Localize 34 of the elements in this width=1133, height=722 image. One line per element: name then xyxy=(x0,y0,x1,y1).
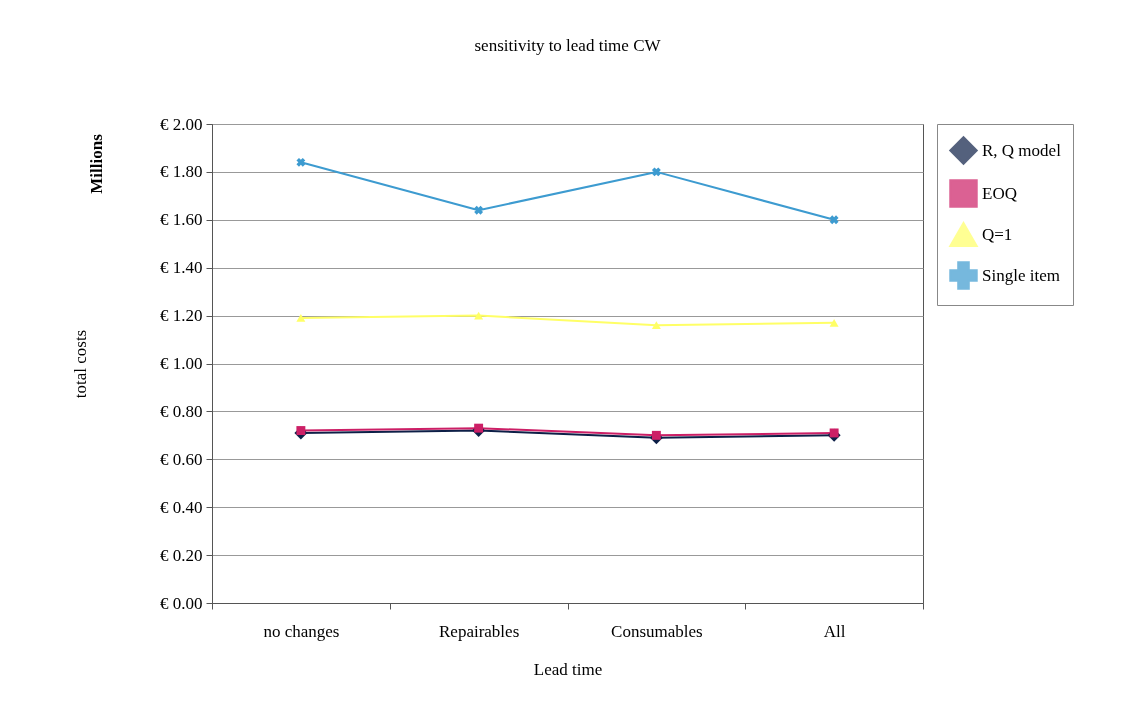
legend-label: Q=1 xyxy=(982,224,1013,244)
y-tick-label: € 0.20 xyxy=(160,545,203,565)
point xyxy=(474,423,484,433)
point xyxy=(829,215,839,225)
y-tick-label: € 0.80 xyxy=(160,401,203,421)
chart-title: sensitivity to lead time CW xyxy=(474,36,662,55)
y-tick-label: € 1.00 xyxy=(160,354,203,373)
y-tick-label: € 0.00 xyxy=(160,593,203,613)
point xyxy=(296,314,306,322)
x-tick-label: All xyxy=(823,621,846,641)
point xyxy=(296,426,306,436)
y-tick-label: € 0.60 xyxy=(160,449,203,469)
legend-label: R, Q model xyxy=(982,140,1062,160)
x-tick-label: Consumables xyxy=(611,621,703,641)
x-tick-label: no changes xyxy=(263,621,340,641)
x-axis-title: Lead time xyxy=(533,659,603,679)
point xyxy=(829,428,839,438)
point xyxy=(651,321,661,330)
text: Millions xyxy=(87,133,106,194)
legend-label: EOQ xyxy=(982,183,1017,203)
legend-label: Single item xyxy=(982,265,1060,285)
x-tick-label: Repairables xyxy=(439,621,520,641)
point xyxy=(651,167,661,177)
point xyxy=(474,205,484,215)
y-tick-label: € 1.40 xyxy=(160,258,203,278)
y-tick-label: € 1.60 xyxy=(160,210,203,230)
y-tick-label: € 1.80 xyxy=(160,162,203,182)
point xyxy=(296,157,306,167)
y-tick-label: € 1.20 xyxy=(160,306,203,326)
point xyxy=(651,430,661,440)
point xyxy=(829,318,839,327)
y-tick-label: € 2.00 xyxy=(160,114,203,134)
y-tick-label: € 0.40 xyxy=(160,497,203,517)
y-axis-title: total costs xyxy=(71,329,90,399)
